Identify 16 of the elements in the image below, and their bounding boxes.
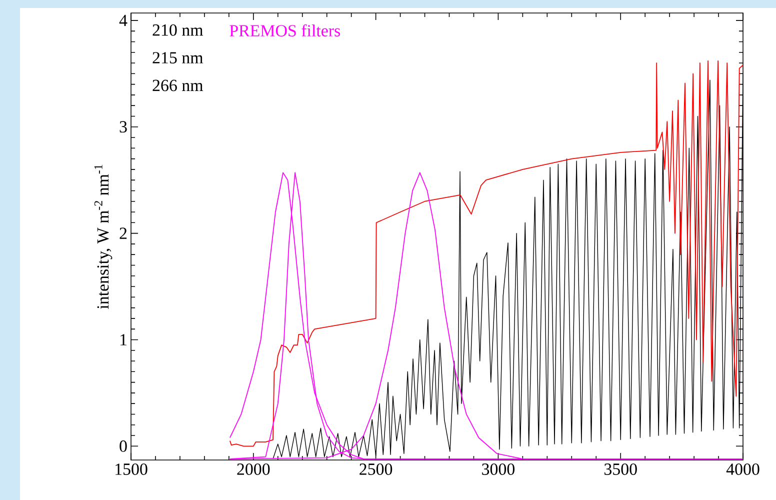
- x-tick-label: 4000: [726, 464, 760, 475]
- annotation: 266 nm: [152, 80, 204, 92]
- x-tick-label: 1500: [116, 464, 148, 475]
- x-tick-label: 3500: [604, 464, 637, 475]
- annotation: PREMOS filters: [230, 24, 340, 36]
- x-tick-label: 2000: [237, 464, 270, 475]
- y-tick-label: 0: [120, 440, 127, 452]
- annotation: 215 nm: [152, 52, 204, 64]
- y-tick-label: 1: [120, 334, 126, 346]
- x-tick-label: 2500: [360, 464, 392, 475]
- y-tick-label: 3: [120, 121, 127, 133]
- annotation: 210 nm: [152, 24, 204, 36]
- y-axis-title: intensity, W m$^{-2}$ nm$^{-1}$: [94, 164, 112, 309]
- y-tick-label: 4: [119, 14, 128, 26]
- x-tick-label: 3000: [482, 464, 515, 475]
- y-tick-label: 2: [120, 228, 127, 239]
